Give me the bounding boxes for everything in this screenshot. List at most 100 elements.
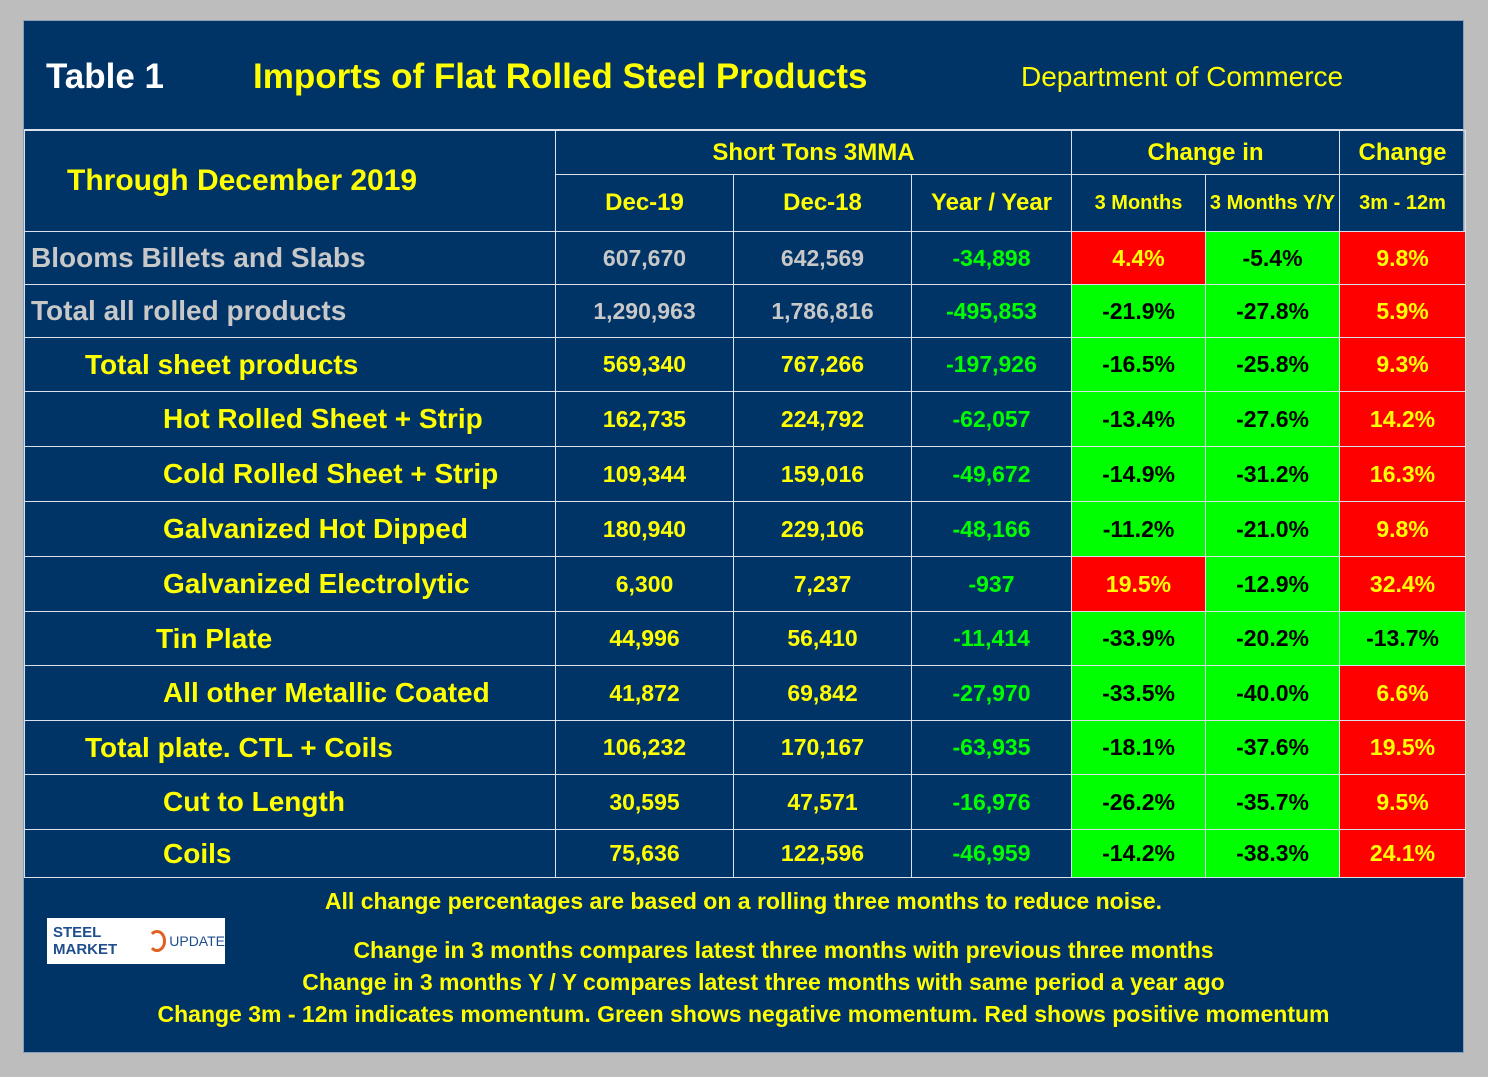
- cell-dec18: 122,596: [733, 829, 912, 878]
- cell-year-over-year: -495,853: [910, 284, 1073, 338]
- cell-dec19: 6,300: [555, 556, 734, 612]
- cell-change-3m: -33.9%: [1071, 611, 1207, 666]
- cell-year-over-year: -63,935: [910, 720, 1073, 775]
- cell-dec18: 1,786,816: [733, 284, 912, 338]
- row-label: Tin Plate: [24, 611, 556, 666]
- table-row: Galvanized Electrolytic 6,300 7,237 -937 19.…: [24, 556, 1467, 612]
- period-label: Through December 2019: [24, 130, 556, 232]
- table-row: Total sheet products 569,340 767,266 -197,9…: [24, 337, 1467, 392]
- row-label: Hot Rolled Sheet + Strip: [24, 391, 556, 447]
- cell-change-3m-yy: -40.0%: [1205, 665, 1341, 721]
- table-row: Coils 75,636 122,596 -46,959 -14.2% -38.3% 24.…: [24, 829, 1467, 878]
- cell-year-over-year: -197,926: [910, 337, 1073, 392]
- table-row: Hot Rolled Sheet + Strip 162,735 224,792 -6…: [24, 391, 1467, 447]
- cell-change-3m-12m: 9.3%: [1339, 337, 1467, 392]
- cell-dec19: 180,940: [555, 501, 734, 557]
- cell-dec19: 569,340: [555, 337, 734, 392]
- row-label: Coils: [24, 829, 556, 878]
- cell-change-3m: -14.2%: [1071, 829, 1207, 878]
- cell-dec18: 642,569: [733, 231, 912, 285]
- group-short-tons: Short Tons 3MMA: [554, 130, 1073, 175]
- cell-change-3m-yy: -20.2%: [1205, 611, 1341, 666]
- steel-market-update-logo: STEEL MARKET UPDATE: [47, 918, 225, 964]
- table-row: Blooms Billets and Slabs 607,670 642,569 -3…: [24, 231, 1467, 285]
- cell-change-3m: -11.2%: [1071, 501, 1207, 557]
- cell-change-3m-12m: 9.8%: [1339, 231, 1467, 285]
- cell-change-3m: 4.4%: [1071, 231, 1207, 285]
- cell-change-3m-12m: 9.5%: [1339, 774, 1467, 830]
- cell-change-3m: -33.5%: [1071, 665, 1207, 721]
- title-bar: Table 1 Imports of Flat Rolled Steel Pro…: [24, 21, 1463, 131]
- cell-year-over-year: -49,672: [910, 446, 1073, 502]
- cell-change-3m-yy: -27.6%: [1205, 391, 1341, 447]
- cell-dec18: 47,571: [733, 774, 912, 830]
- cell-change-3m-yy: -5.4%: [1205, 231, 1341, 285]
- cell-change-3m-yy: -38.3%: [1205, 829, 1341, 878]
- cell-change-3m-yy: -27.8%: [1205, 284, 1341, 338]
- group-change-in: Change in: [1071, 130, 1341, 175]
- footer-note: All change percentages are based on a ro…: [324, 888, 1163, 914]
- cell-dec18: 159,016: [733, 446, 912, 502]
- cell-change-3m-yy: -21.0%: [1205, 501, 1341, 557]
- col-dec19: Dec-19: [555, 174, 734, 232]
- row-label: Galvanized Electrolytic: [24, 556, 556, 612]
- col-year-over-year: Year / Year: [910, 174, 1073, 232]
- cell-change-3m-yy: -25.8%: [1205, 337, 1341, 392]
- imports-table: Through December 2019 Short Tons 3MMA Ch…: [24, 130, 1467, 878]
- cell-dec18: 229,106: [733, 501, 912, 557]
- row-label: Cold Rolled Sheet + Strip: [24, 446, 556, 502]
- cell-dec19: 41,872: [555, 665, 734, 721]
- footer-line-1: Change in 3 months compares latest three…: [353, 937, 1214, 963]
- cell-dec19: 1,290,963: [555, 284, 734, 338]
- cell-change-3m-12m: 14.2%: [1339, 391, 1467, 447]
- footer-notes: All change percentages are based on a ro…: [24, 878, 1463, 1054]
- cell-change-3m: -21.9%: [1071, 284, 1207, 338]
- cell-dec19: 607,670: [555, 231, 734, 285]
- col-3-months: 3 Months: [1071, 174, 1207, 232]
- cell-year-over-year: -937: [910, 556, 1073, 612]
- cell-dec19: 44,996: [555, 611, 734, 666]
- col-3-months-yy: 3 Months Y/Y: [1205, 174, 1341, 232]
- row-label: Total plate. CTL + Coils: [24, 720, 556, 775]
- col-dec18: Dec-18: [733, 174, 912, 232]
- row-label: Total all rolled products: [24, 284, 556, 338]
- row-label: Cut to Length: [24, 774, 556, 830]
- cell-change-3m: -14.9%: [1071, 446, 1207, 502]
- row-label: Total sheet products: [24, 337, 556, 392]
- cell-dec18: 170,167: [733, 720, 912, 775]
- cell-dec19: 162,735: [555, 391, 734, 447]
- table-row: Cut to Length 30,595 47,571 -16,976 -26.2% -3…: [24, 774, 1467, 830]
- cell-year-over-year: -62,057: [910, 391, 1073, 447]
- cell-dec18: 56,410: [733, 611, 912, 666]
- cell-change-3m-yy: -12.9%: [1205, 556, 1341, 612]
- cell-dec19: 106,232: [555, 720, 734, 775]
- table-row: Galvanized Hot Dipped 180,940 229,106 -48,1…: [24, 501, 1467, 557]
- footer-line-3: Change 3m - 12m indicates momentum. Gree…: [157, 1001, 1330, 1027]
- cell-change-3m-yy: -37.6%: [1205, 720, 1341, 775]
- cell-change-3m-yy: -35.7%: [1205, 774, 1341, 830]
- row-label: All other Metallic Coated: [24, 665, 556, 721]
- cell-change-3m: -13.4%: [1071, 391, 1207, 447]
- cell-change-3m-12m: 19.5%: [1339, 720, 1467, 775]
- cell-year-over-year: -48,166: [910, 501, 1073, 557]
- row-label: Blooms Billets and Slabs: [24, 231, 556, 285]
- table-row: Cold Rolled Sheet + Strip 109,344 159,016-…: [24, 446, 1467, 502]
- cell-dec18: 767,266: [733, 337, 912, 392]
- cell-dec18: 69,842: [733, 665, 912, 721]
- cell-dec19: 30,595: [555, 774, 734, 830]
- table-row: Total plate. CTL + Coils 106,232 170,167 -6…: [24, 720, 1467, 775]
- logo-ring-icon: [147, 930, 167, 952]
- row-label: Galvanized Hot Dipped: [24, 501, 556, 557]
- cell-change-3m: -18.1%: [1071, 720, 1207, 775]
- cell-change-3m-12m: 6.6%: [1339, 665, 1467, 721]
- cell-change-3m-12m: 9.8%: [1339, 501, 1467, 557]
- cell-year-over-year: -34,898: [910, 231, 1073, 285]
- data-source: Department of Commerce: [1021, 61, 1344, 92]
- cell-change-3m-12m: 24.1%: [1339, 829, 1467, 878]
- cell-dec19: 109,344: [555, 446, 734, 502]
- table-row: Total all rolled products 1,290,963 1,786,…: [24, 284, 1467, 338]
- cell-year-over-year: -27,970: [910, 665, 1073, 721]
- col-3m-12m: 3m - 12m: [1339, 174, 1467, 232]
- logo-text-main: STEEL MARKET: [53, 924, 118, 958]
- table-row: All other Metallic Coated 41,872 69,842 -27…: [24, 665, 1467, 721]
